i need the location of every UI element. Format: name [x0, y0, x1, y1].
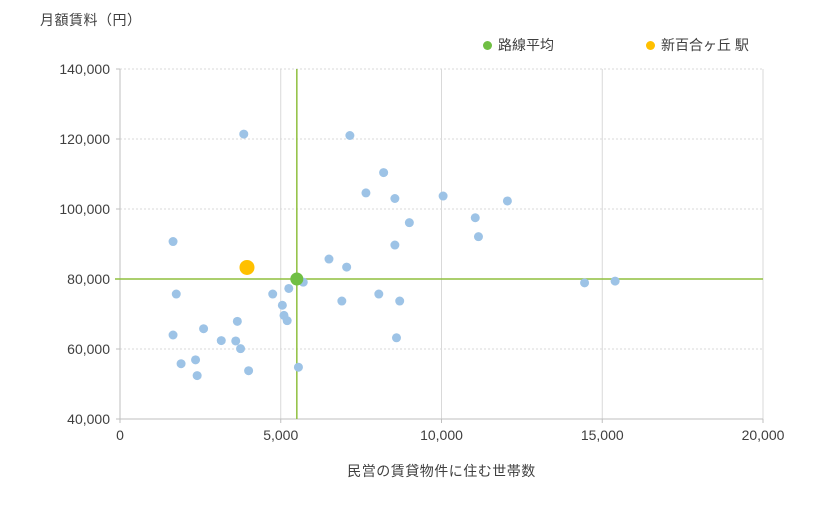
plot-area: 40,000 60,000 80,000 100,000 120,000 140,000 0…: [59, 61, 785, 443]
station-point: [610, 276, 620, 286]
legend-item-line-average: 路線平均: [483, 35, 554, 55]
station-point: [277, 300, 287, 310]
station-point: [580, 278, 590, 288]
y-tick-label: 80,000: [67, 271, 110, 287]
station-point: [176, 359, 186, 369]
station-point: [236, 344, 246, 354]
station-point: [216, 336, 226, 346]
x-axis-title: 民営の賃貸物件に住む世帯数: [347, 463, 536, 479]
station-point: [168, 237, 178, 247]
station-point: [390, 194, 400, 203]
station-point: [324, 254, 334, 264]
legend-item-shin-yurigaoka: 新百合ヶ丘 駅: [646, 35, 749, 55]
y-axis-title: 月額賃料（円）: [40, 12, 142, 28]
station-point: [404, 218, 414, 228]
station-point: [379, 168, 389, 178]
y-tick-label: 100,000: [59, 201, 110, 217]
station-point: [244, 366, 254, 376]
station-point: [473, 232, 483, 242]
station-point: [293, 362, 303, 372]
x-tick-label: 0: [116, 427, 124, 443]
station-point: [345, 131, 355, 140]
x-tick-label: 15,000: [581, 427, 624, 443]
y-tick-label: 140,000: [59, 61, 110, 77]
station-point: [284, 283, 294, 293]
x-tick-label: 5,000: [263, 427, 298, 443]
station-point: [199, 324, 209, 334]
shin-yurigaoka-marker-icon: [646, 40, 655, 50]
y-tick-label: 120,000: [59, 131, 110, 147]
shin-yurigaoka-point: [239, 259, 255, 275]
station-point: [390, 240, 400, 250]
legend-label-line-average: 路線平均: [498, 37, 554, 53]
station-point: [374, 289, 384, 299]
y-tick-label: 40,000: [67, 411, 110, 427]
y-tick-label: 60,000: [67, 341, 110, 357]
x-tick-label: 10,000: [420, 427, 463, 443]
station-point: [191, 355, 201, 365]
station-point: [470, 213, 480, 223]
x-tick-label: 20,000: [742, 427, 785, 443]
station-point: [232, 316, 242, 326]
station-point: [192, 371, 202, 381]
station-point: [438, 191, 448, 201]
station-point: [268, 289, 278, 299]
station-point: [361, 188, 371, 198]
station-point: [239, 129, 249, 139]
station-point: [168, 330, 178, 340]
station-point: [337, 296, 347, 306]
station-point: [342, 262, 352, 272]
station-point: [282, 316, 292, 326]
line-average-point: [290, 272, 304, 286]
station-point: [391, 333, 401, 343]
station-point: [395, 296, 405, 306]
legend-label-shin-yurigaoka: 新百合ヶ丘 駅: [661, 37, 749, 53]
line-average-marker-icon: [483, 40, 492, 50]
station-point: [502, 196, 512, 206]
station-point: [231, 336, 241, 346]
station-point: [171, 289, 181, 299]
